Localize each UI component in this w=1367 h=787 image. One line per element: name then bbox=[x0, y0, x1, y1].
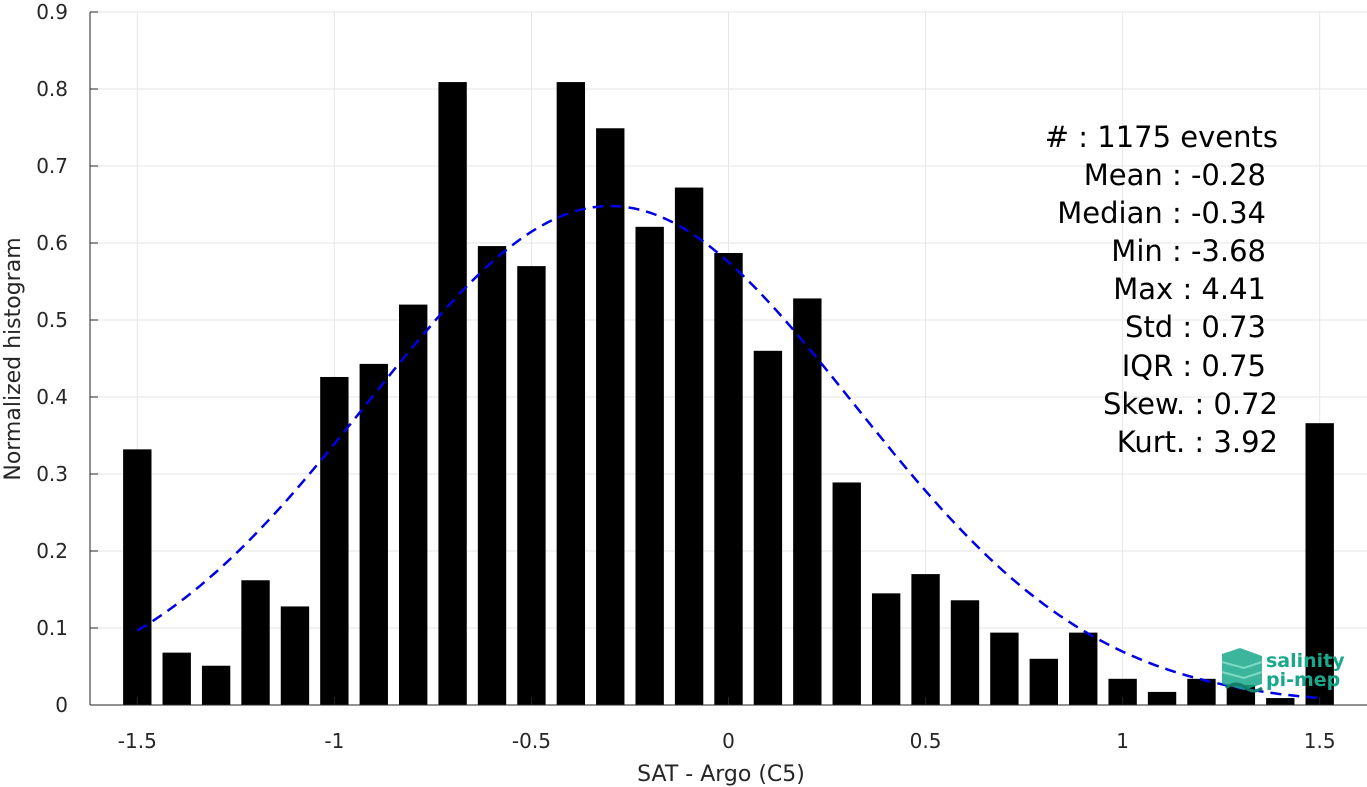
x-tick-labels: -1.5 -1 -0.5 0 0.5 1 1.5 bbox=[118, 729, 1336, 753]
x-tick-label: 0.5 bbox=[910, 729, 942, 753]
y-tick-label: 0 bbox=[55, 693, 68, 717]
x-tick-label: 0 bbox=[722, 729, 735, 753]
histogram-bar bbox=[950, 600, 980, 705]
logo-text-pimep: pi-mep bbox=[1266, 669, 1340, 691]
stat-kurtosis: Kurt. : 3.92 bbox=[1117, 425, 1278, 459]
histogram-bar bbox=[793, 298, 822, 705]
histogram-bar bbox=[871, 593, 901, 705]
stat-max: Max : 4.41 bbox=[1113, 272, 1266, 306]
histogram-bar bbox=[635, 226, 664, 705]
histogram-bar bbox=[1147, 691, 1177, 705]
histogram-bar bbox=[753, 350, 783, 705]
histogram-bar bbox=[990, 632, 1019, 705]
histogram-bar bbox=[359, 363, 388, 705]
x-tick-label: 1.5 bbox=[1304, 729, 1336, 753]
histogram-bar bbox=[911, 574, 940, 705]
y-tick-label: 0.6 bbox=[36, 231, 68, 255]
histogram-bars bbox=[123, 82, 1334, 705]
y-tick-label: 0.4 bbox=[36, 385, 68, 409]
stat-iqr: IQR : 0.75 bbox=[1122, 349, 1266, 383]
histogram-bar bbox=[1305, 423, 1334, 705]
histogram-bar bbox=[123, 449, 152, 705]
y-tick-labels: 0 0.1 0.2 0.3 0.4 0.5 0.6 0.7 0.8 0.9 bbox=[36, 0, 68, 717]
y-tick-label: 0.5 bbox=[36, 308, 68, 332]
histogram-bar bbox=[201, 665, 231, 705]
stat-std: Std : 0.73 bbox=[1125, 310, 1266, 344]
normal-fit-curve bbox=[136, 204, 1320, 700]
stat-count: # : 1175 events bbox=[1045, 120, 1278, 154]
histogram-bar bbox=[596, 128, 625, 705]
x-axis-title: SAT - Argo (C5) bbox=[637, 762, 805, 787]
x-tick-label: -1.5 bbox=[118, 729, 157, 753]
statistics-annotation: # : 1175 events Mean : -0.28 Median : -0… bbox=[1045, 120, 1278, 459]
histogram-bar bbox=[674, 187, 704, 705]
y-tick-label: 0.8 bbox=[36, 77, 68, 101]
histogram-bar bbox=[162, 652, 191, 705]
logo-icon bbox=[1221, 648, 1263, 693]
x-tick-label: -0.5 bbox=[512, 729, 551, 753]
y-tick-label: 0.1 bbox=[36, 616, 68, 640]
histogram-bar bbox=[1266, 698, 1295, 705]
stat-skewness: Skew. : 0.72 bbox=[1103, 387, 1278, 421]
histogram-bar bbox=[517, 266, 546, 705]
stat-median: Median : -0.34 bbox=[1057, 196, 1266, 230]
histogram-bar bbox=[1187, 678, 1216, 705]
salinity-pimep-logo: salinity pi-mep bbox=[1221, 648, 1345, 693]
x-tick-label: 1 bbox=[1116, 729, 1129, 753]
fit-curve-layer bbox=[136, 204, 1320, 700]
y-tick-label: 0.2 bbox=[36, 539, 68, 563]
y-tick-label: 0.7 bbox=[36, 154, 68, 178]
histogram-bar bbox=[399, 304, 428, 705]
histogram-bar bbox=[320, 376, 349, 705]
stat-mean: Mean : -0.28 bbox=[1084, 158, 1266, 192]
y-tick-label: 0.9 bbox=[36, 0, 68, 24]
histogram-bar bbox=[714, 253, 743, 705]
y-tick-label: 0.3 bbox=[36, 462, 68, 486]
stat-min: Min : -3.68 bbox=[1111, 234, 1266, 268]
histogram-bar bbox=[556, 82, 586, 705]
y-axis-title: Normalized histogram bbox=[1, 237, 26, 480]
x-tick-label: -1 bbox=[324, 729, 344, 753]
histogram-bar bbox=[280, 606, 310, 705]
histogram-bar bbox=[438, 82, 467, 705]
logo-text-salinity: salinity bbox=[1266, 650, 1345, 672]
histogram-bar bbox=[832, 482, 861, 705]
histogram-bar bbox=[477, 246, 507, 705]
axes bbox=[89, 11, 1367, 706]
histogram-bar bbox=[241, 580, 270, 705]
histogram-bar bbox=[1029, 658, 1058, 705]
histogram-bar bbox=[1069, 632, 1098, 705]
